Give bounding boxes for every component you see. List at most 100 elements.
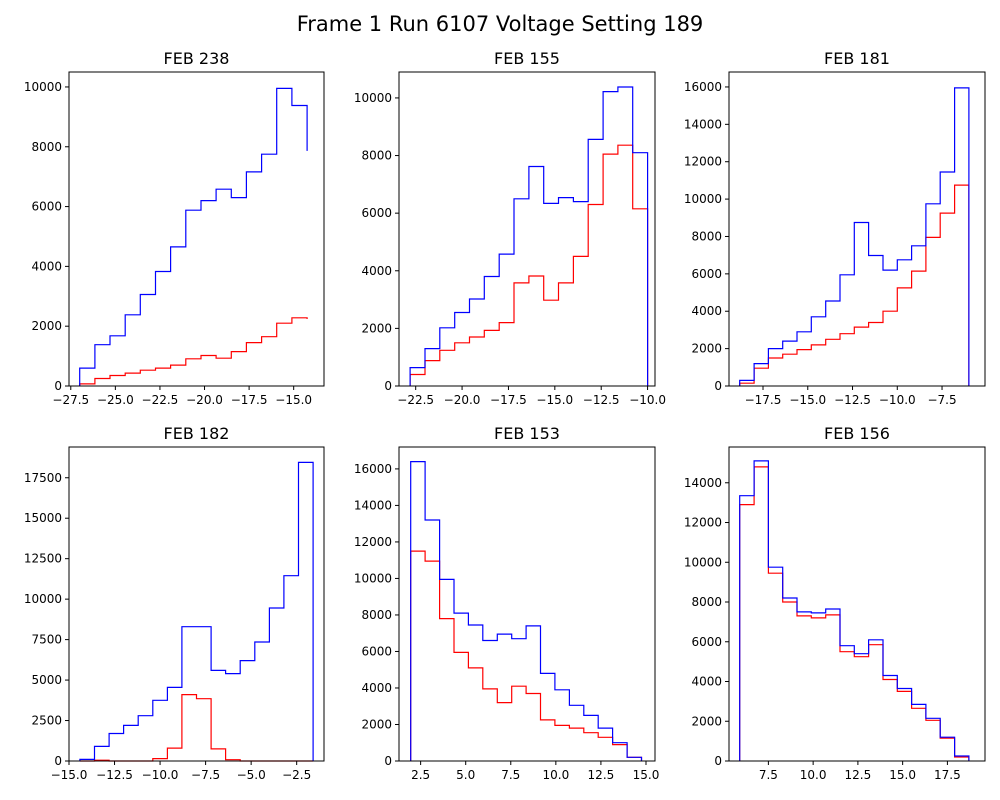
x-tick-label: −12.5: [834, 393, 871, 407]
histogram-panel: FEB 153 2.5 5.0 7.5 10.0 12.5 15.0 0 2000 4000 600…: [354, 424, 660, 782]
x-tick-label: −15.0: [51, 768, 88, 782]
y-tick-label: 0: [714, 754, 722, 768]
panel-title: FEB 181: [824, 49, 890, 68]
x-tick-label: 2.5: [411, 768, 430, 782]
y-tick-label: 6000: [31, 200, 62, 214]
y-tick-label: 6000: [691, 635, 722, 649]
x-tick-label: 15.0: [889, 768, 916, 782]
x-tick-label: −25.0: [97, 393, 134, 407]
y-tick-label: 2500: [31, 714, 62, 728]
y-tick-label: 12000: [354, 535, 392, 549]
histogram-panel: FEB 155 −22.5 −20.0 −17.5 −15.0 −12.5 −10.0 0 20…: [354, 49, 666, 407]
x-tick-label: 12.5: [845, 768, 872, 782]
histogram-series-red: [410, 550, 643, 761]
y-tick-label: 10000: [684, 192, 722, 206]
x-tick-label: −10.0: [879, 393, 916, 407]
y-tick-label: 4000: [361, 264, 392, 278]
y-tick-label: 7500: [31, 633, 62, 647]
histogram-series-blue: [410, 461, 643, 761]
y-tick-label: 4000: [361, 681, 392, 695]
x-tick-label: −17.5: [745, 393, 782, 407]
x-tick-label: −10.0: [142, 768, 179, 782]
x-tick-label: −22.5: [142, 393, 179, 407]
figure-title: Frame 1 Run 6107 Voltage Setting 189: [297, 12, 704, 36]
axes-frame: [68, 446, 325, 762]
y-tick-label: 17500: [24, 471, 62, 485]
panel-title: FEB 238: [164, 49, 230, 68]
y-tick-label: 14000: [684, 476, 722, 490]
axes-frame: [728, 446, 986, 762]
y-tick-label: 4000: [31, 259, 62, 273]
axes-frame: [68, 71, 325, 387]
x-tick-label: −15.0: [536, 393, 573, 407]
y-tick-label: 0: [54, 379, 62, 393]
x-tick-label: −17.5: [490, 393, 527, 407]
histogram-series-blue: [79, 87, 308, 386]
histogram-series-red: [739, 466, 970, 761]
y-tick-label: 10000: [354, 91, 392, 105]
y-tick-label: 0: [54, 754, 62, 768]
panel-title: FEB 153: [494, 424, 560, 443]
axes-frame: [728, 71, 986, 387]
x-tick-label: 10.0: [800, 768, 827, 782]
y-tick-label: 6000: [361, 644, 392, 658]
y-tick-label: 10000: [354, 571, 392, 585]
x-tick-label: −15.0: [275, 393, 312, 407]
x-tick-label: −20.0: [186, 393, 223, 407]
y-tick-label: 15000: [24, 511, 62, 525]
axes-frame: [398, 71, 656, 387]
panel-title: FEB 182: [164, 424, 230, 443]
y-tick-label: 2000: [691, 342, 722, 356]
x-tick-label: 7.5: [501, 768, 520, 782]
panel-title: FEB 156: [824, 424, 890, 443]
x-tick-label: −27.5: [52, 393, 89, 407]
histogram-series-red: [79, 317, 308, 386]
y-tick-label: 0: [384, 754, 392, 768]
histogram-series-blue: [739, 87, 970, 386]
x-tick-label: 12.5: [588, 768, 615, 782]
y-tick-label: 4000: [691, 675, 722, 689]
x-tick-label: 17.5: [934, 768, 961, 782]
histogram-panel: FEB 181 −17.5 −15.0 −12.5 −10.0 −7.5 0 2000 4000…: [684, 49, 986, 407]
x-tick-label: −10.0: [629, 393, 666, 407]
y-tick-label: 2000: [691, 714, 722, 728]
panel-title: FEB 155: [494, 49, 560, 68]
x-tick-label: −22.5: [397, 393, 434, 407]
x-tick-label: 5.0: [456, 768, 475, 782]
x-tick-label: −17.5: [231, 393, 268, 407]
y-tick-label: 2000: [361, 717, 392, 731]
y-tick-label: 16000: [684, 80, 722, 94]
histogram-panel: FEB 156 7.5 10.0 12.5 15.0 17.5 0 2000 4000 6000 8…: [684, 424, 986, 782]
y-tick-label: 12500: [24, 552, 62, 566]
x-tick-label: −7.5: [191, 768, 220, 782]
y-tick-label: 4000: [691, 304, 722, 318]
y-tick-label: 10000: [24, 80, 62, 94]
histogram-series-blue: [79, 461, 314, 761]
y-tick-label: 0: [384, 379, 392, 393]
y-tick-label: 16000: [354, 462, 392, 476]
x-tick-label: −12.5: [96, 768, 133, 782]
y-tick-label: 2000: [31, 319, 62, 333]
x-tick-label: 7.5: [759, 768, 778, 782]
x-tick-label: −15.0: [789, 393, 826, 407]
y-tick-label: 14000: [684, 117, 722, 131]
y-tick-label: 10000: [24, 592, 62, 606]
x-tick-label: −12.5: [583, 393, 620, 407]
x-tick-label: −5.0: [237, 768, 266, 782]
histogram-panel: FEB 238 −27.5 −25.0 −22.5 −20.0 −17.5 −15.0 0 20…: [24, 49, 325, 407]
y-tick-label: 12000: [684, 155, 722, 169]
y-tick-label: 8000: [31, 140, 62, 154]
histogram-series-red: [409, 144, 649, 386]
y-tick-label: 12000: [684, 516, 722, 530]
y-tick-label: 10000: [684, 555, 722, 569]
y-tick-label: 2000: [361, 321, 392, 335]
y-tick-label: 6000: [691, 267, 722, 281]
y-tick-label: 6000: [361, 206, 392, 220]
y-tick-label: 5000: [31, 673, 62, 687]
axes-frame: [398, 446, 656, 762]
histogram-panel: FEB 182 −15.0 −12.5 −10.0 −7.5 −5.0 −2.5 0 2500 5…: [24, 424, 325, 782]
y-tick-label: 0: [714, 379, 722, 393]
x-tick-label: −2.5: [282, 768, 311, 782]
histogram-series-red: [739, 184, 970, 386]
